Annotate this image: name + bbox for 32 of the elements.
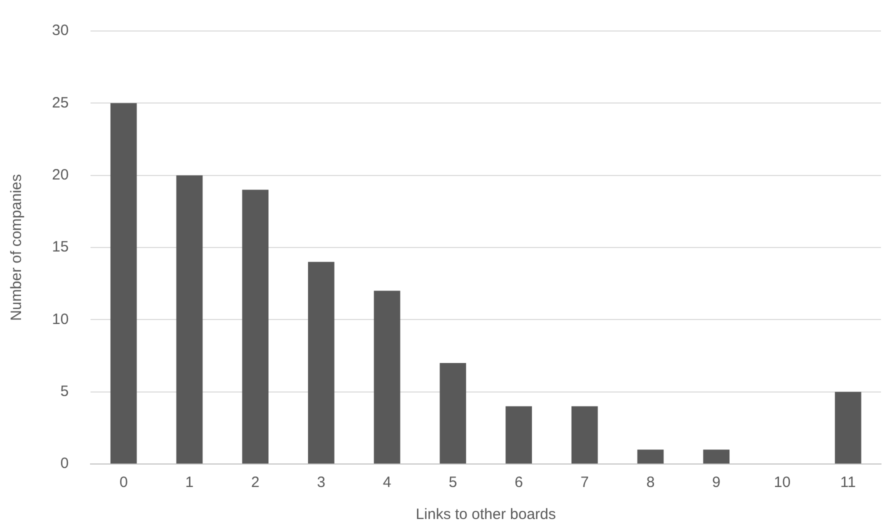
x-tick-label: 7 — [580, 474, 589, 492]
x-tick-label: 3 — [317, 474, 326, 492]
y-tick-label: 20 — [52, 166, 69, 184]
bar — [176, 175, 203, 464]
y-tick-label: 0 — [60, 455, 69, 472]
bar — [703, 450, 730, 464]
bar — [834, 392, 862, 464]
bar — [242, 190, 269, 464]
x-tick-label: 6 — [514, 474, 523, 492]
x-tick-label: 5 — [448, 474, 458, 492]
bar — [374, 290, 400, 464]
bar — [571, 406, 598, 464]
x-tick-label: 4 — [382, 474, 392, 492]
y-tick-label: 30 — [52, 22, 69, 40]
y-tick-label: 10 — [52, 310, 69, 328]
x-tick-label: 11 — [840, 474, 856, 492]
y-axis-title: Number of companies — [8, 174, 26, 321]
bar — [110, 103, 137, 464]
bar — [440, 362, 466, 464]
x-axis-title: Links to other boards — [416, 506, 556, 524]
x-tick-label: 9 — [712, 474, 721, 492]
x-tick-label: 1 — [185, 474, 194, 492]
x-tick-label: 10 — [774, 474, 791, 492]
y-tick-label: 15 — [52, 238, 69, 256]
y-tick-label: 25 — [52, 94, 69, 112]
x-tick-label: 8 — [646, 474, 655, 492]
bar — [308, 262, 334, 464]
x-tick-label: 2 — [251, 474, 260, 492]
bar — [637, 450, 664, 464]
x-tick-label: 0 — [119, 474, 128, 492]
y-tick-label: 5 — [60, 382, 69, 400]
bar — [506, 406, 532, 464]
